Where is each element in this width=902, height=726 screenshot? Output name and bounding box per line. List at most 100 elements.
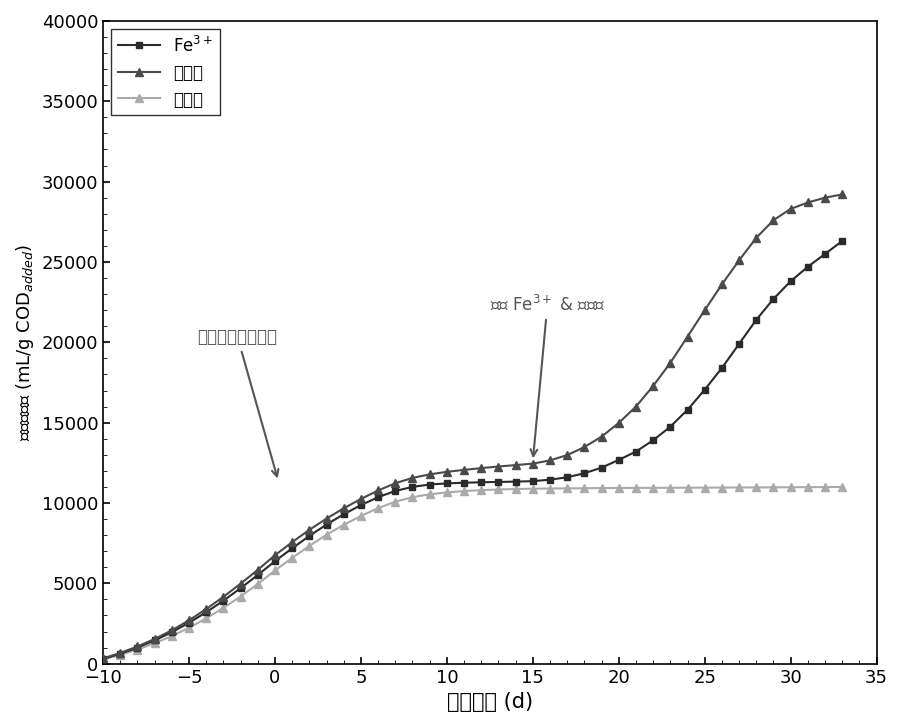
Text: 添加多环芳烃废水: 添加多环芳烃废水: [198, 328, 279, 476]
对照组: [424, 490, 435, 499]
Fe$^{3+}$: [750, 315, 761, 324]
生物炭: [545, 456, 556, 465]
Fe$^{3+}$: [648, 436, 658, 445]
对照组: [149, 639, 160, 648]
Fe$^{3+}$: [820, 250, 831, 258]
Fe$^{3+}$: [769, 295, 779, 303]
对照组: [648, 484, 658, 492]
对照组: [837, 483, 848, 492]
Line: 对照组: 对照组: [99, 483, 846, 664]
生物炭: [596, 432, 607, 441]
Fe$^{3+}$: [424, 480, 435, 489]
对照组: [630, 484, 641, 492]
对照组: [115, 650, 125, 659]
对照组: [682, 484, 693, 492]
对照组: [511, 485, 521, 494]
对照组: [699, 484, 710, 492]
Fe$^{3+}$: [528, 477, 538, 486]
生物炭: [630, 402, 641, 411]
Fe$^{3+}$: [803, 262, 814, 271]
生物炭: [837, 190, 848, 199]
对照组: [596, 484, 607, 492]
Fe$^{3+}$: [716, 364, 727, 372]
Fe$^{3+}$: [338, 510, 349, 518]
Fe$^{3+}$: [476, 478, 487, 486]
生物炭: [407, 473, 418, 482]
Fe$^{3+}$: [407, 483, 418, 492]
Fe$^{3+}$: [287, 544, 298, 552]
生物炭: [115, 648, 125, 657]
生物炭: [682, 333, 693, 341]
对照组: [562, 484, 573, 493]
Fe$^{3+}$: [579, 469, 590, 478]
对照组: [786, 483, 796, 492]
生物炭: [769, 216, 779, 224]
Fe$^{3+}$: [699, 386, 710, 394]
Legend: Fe$^{3+}$, 生物炭, 对照组: Fe$^{3+}$, 生物炭, 对照组: [111, 29, 220, 115]
对照组: [373, 504, 383, 513]
对照组: [769, 483, 779, 492]
生物炭: [235, 579, 246, 588]
生物炭: [613, 419, 624, 428]
对照组: [528, 484, 538, 493]
Fe$^{3+}$: [630, 447, 641, 456]
对照组: [458, 486, 469, 495]
Fe$^{3+}$: [596, 463, 607, 472]
生物炭: [458, 465, 469, 474]
对照组: [132, 645, 143, 654]
Fe$^{3+}$: [132, 643, 143, 652]
对照组: [355, 512, 366, 521]
生物炭: [699, 306, 710, 314]
对照组: [750, 483, 761, 492]
对照组: [184, 624, 195, 632]
Fe$^{3+}$: [166, 628, 177, 637]
X-axis label: 发酵时间 (d): 发酵时间 (d): [446, 692, 533, 712]
生物炭: [511, 461, 521, 470]
生物炭: [270, 551, 281, 560]
生物炭: [355, 494, 366, 503]
Fe$^{3+}$: [355, 501, 366, 510]
对照组: [545, 484, 556, 493]
生物炭: [304, 526, 315, 534]
Line: 生物炭: 生物炭: [99, 190, 846, 663]
生物炭: [786, 205, 796, 213]
对照组: [476, 486, 487, 494]
Fe$^{3+}$: [97, 655, 108, 664]
对照组: [218, 603, 229, 612]
Fe$^{3+}$: [682, 405, 693, 414]
对照组: [235, 592, 246, 601]
生物炭: [441, 468, 452, 476]
生物炭: [321, 514, 332, 523]
对照组: [338, 521, 349, 529]
生物炭: [132, 642, 143, 650]
生物炭: [750, 234, 761, 242]
对照组: [253, 579, 263, 588]
Fe$^{3+}$: [390, 486, 400, 495]
生物炭: [390, 479, 400, 488]
生物炭: [579, 443, 590, 452]
对照组: [287, 554, 298, 563]
生物炭: [562, 451, 573, 460]
生物炭: [184, 616, 195, 624]
生物炭: [253, 566, 263, 574]
生物炭: [218, 592, 229, 601]
对照组: [820, 483, 831, 492]
生物炭: [287, 538, 298, 547]
Fe$^{3+}$: [837, 237, 848, 245]
生物炭: [97, 654, 108, 663]
生物炭: [476, 464, 487, 473]
对照组: [201, 614, 212, 623]
生物炭: [528, 460, 538, 468]
Fe$^{3+}$: [184, 619, 195, 627]
对照组: [613, 484, 624, 492]
对照组: [803, 483, 814, 492]
Fe$^{3+}$: [321, 520, 332, 529]
Fe$^{3+}$: [786, 277, 796, 285]
对照组: [166, 632, 177, 640]
对照组: [390, 497, 400, 506]
对照组: [270, 566, 281, 575]
Fe$^{3+}$: [733, 340, 744, 348]
Fe$^{3+}$: [511, 477, 521, 486]
Fe$^{3+}$: [562, 473, 573, 481]
生物炭: [338, 504, 349, 513]
